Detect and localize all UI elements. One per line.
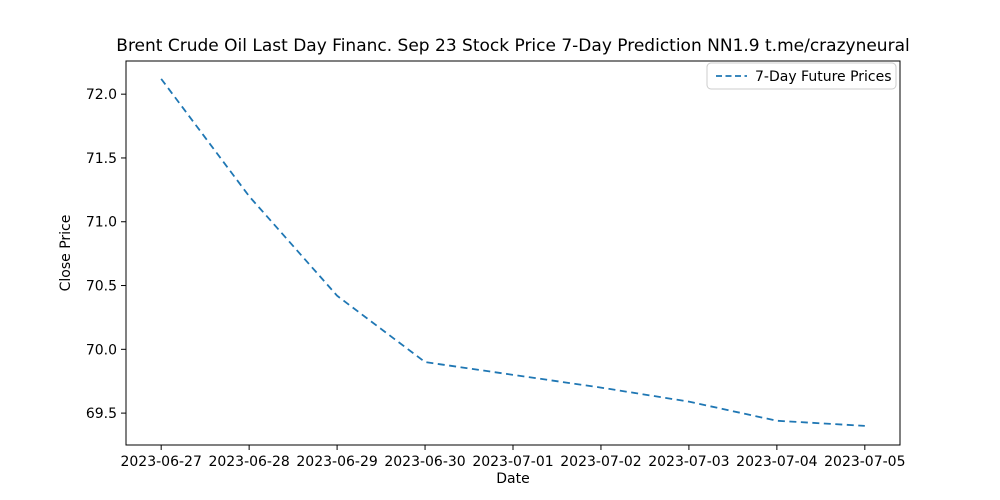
legend-label: 7-Day Future Prices: [755, 69, 892, 85]
legend-box: [706, 62, 897, 90]
legend: 7-Day Future Prices: [706, 62, 897, 90]
chart-title: Brent Crude Oil Last Day Financ. Sep 23 …: [116, 36, 909, 56]
x-tick-label: 2023-06-27: [120, 454, 201, 470]
plot-area: [125, 60, 901, 446]
x-tick-label: 2023-07-03: [648, 454, 729, 470]
y-tick-label: 71.0: [86, 215, 117, 231]
y-tick-label: 70.5: [86, 279, 117, 295]
x-tick-label: 2023-06-30: [384, 454, 465, 470]
x-tick-label: 2023-06-29: [296, 454, 377, 470]
x-tick-label: 2023-07-05: [824, 454, 905, 470]
y-axis-ticks: 69.5 70.0 70.5 71.0 71.5 72.0: [86, 87, 126, 422]
y-tick-label: 70.0: [86, 342, 117, 358]
x-tick-label: 2023-07-02: [560, 454, 641, 470]
x-axis-label: Date: [496, 471, 529, 487]
x-axis-ticks: 2023-06-27 2023-06-28 2023-06-29 2023-06-30…: [120, 445, 906, 470]
y-axis-label: Close Price: [58, 215, 74, 292]
y-tick-label: 71.5: [86, 151, 117, 167]
y-tick-label: 69.5: [86, 406, 117, 422]
x-tick-label: 2023-07-04: [736, 454, 817, 470]
prediction-line: [160, 78, 865, 427]
x-tick-label: 2023-07-01: [472, 454, 553, 470]
x-tick-label: 2023-06-28: [208, 454, 289, 470]
y-tick-label: 72.0: [86, 87, 117, 103]
